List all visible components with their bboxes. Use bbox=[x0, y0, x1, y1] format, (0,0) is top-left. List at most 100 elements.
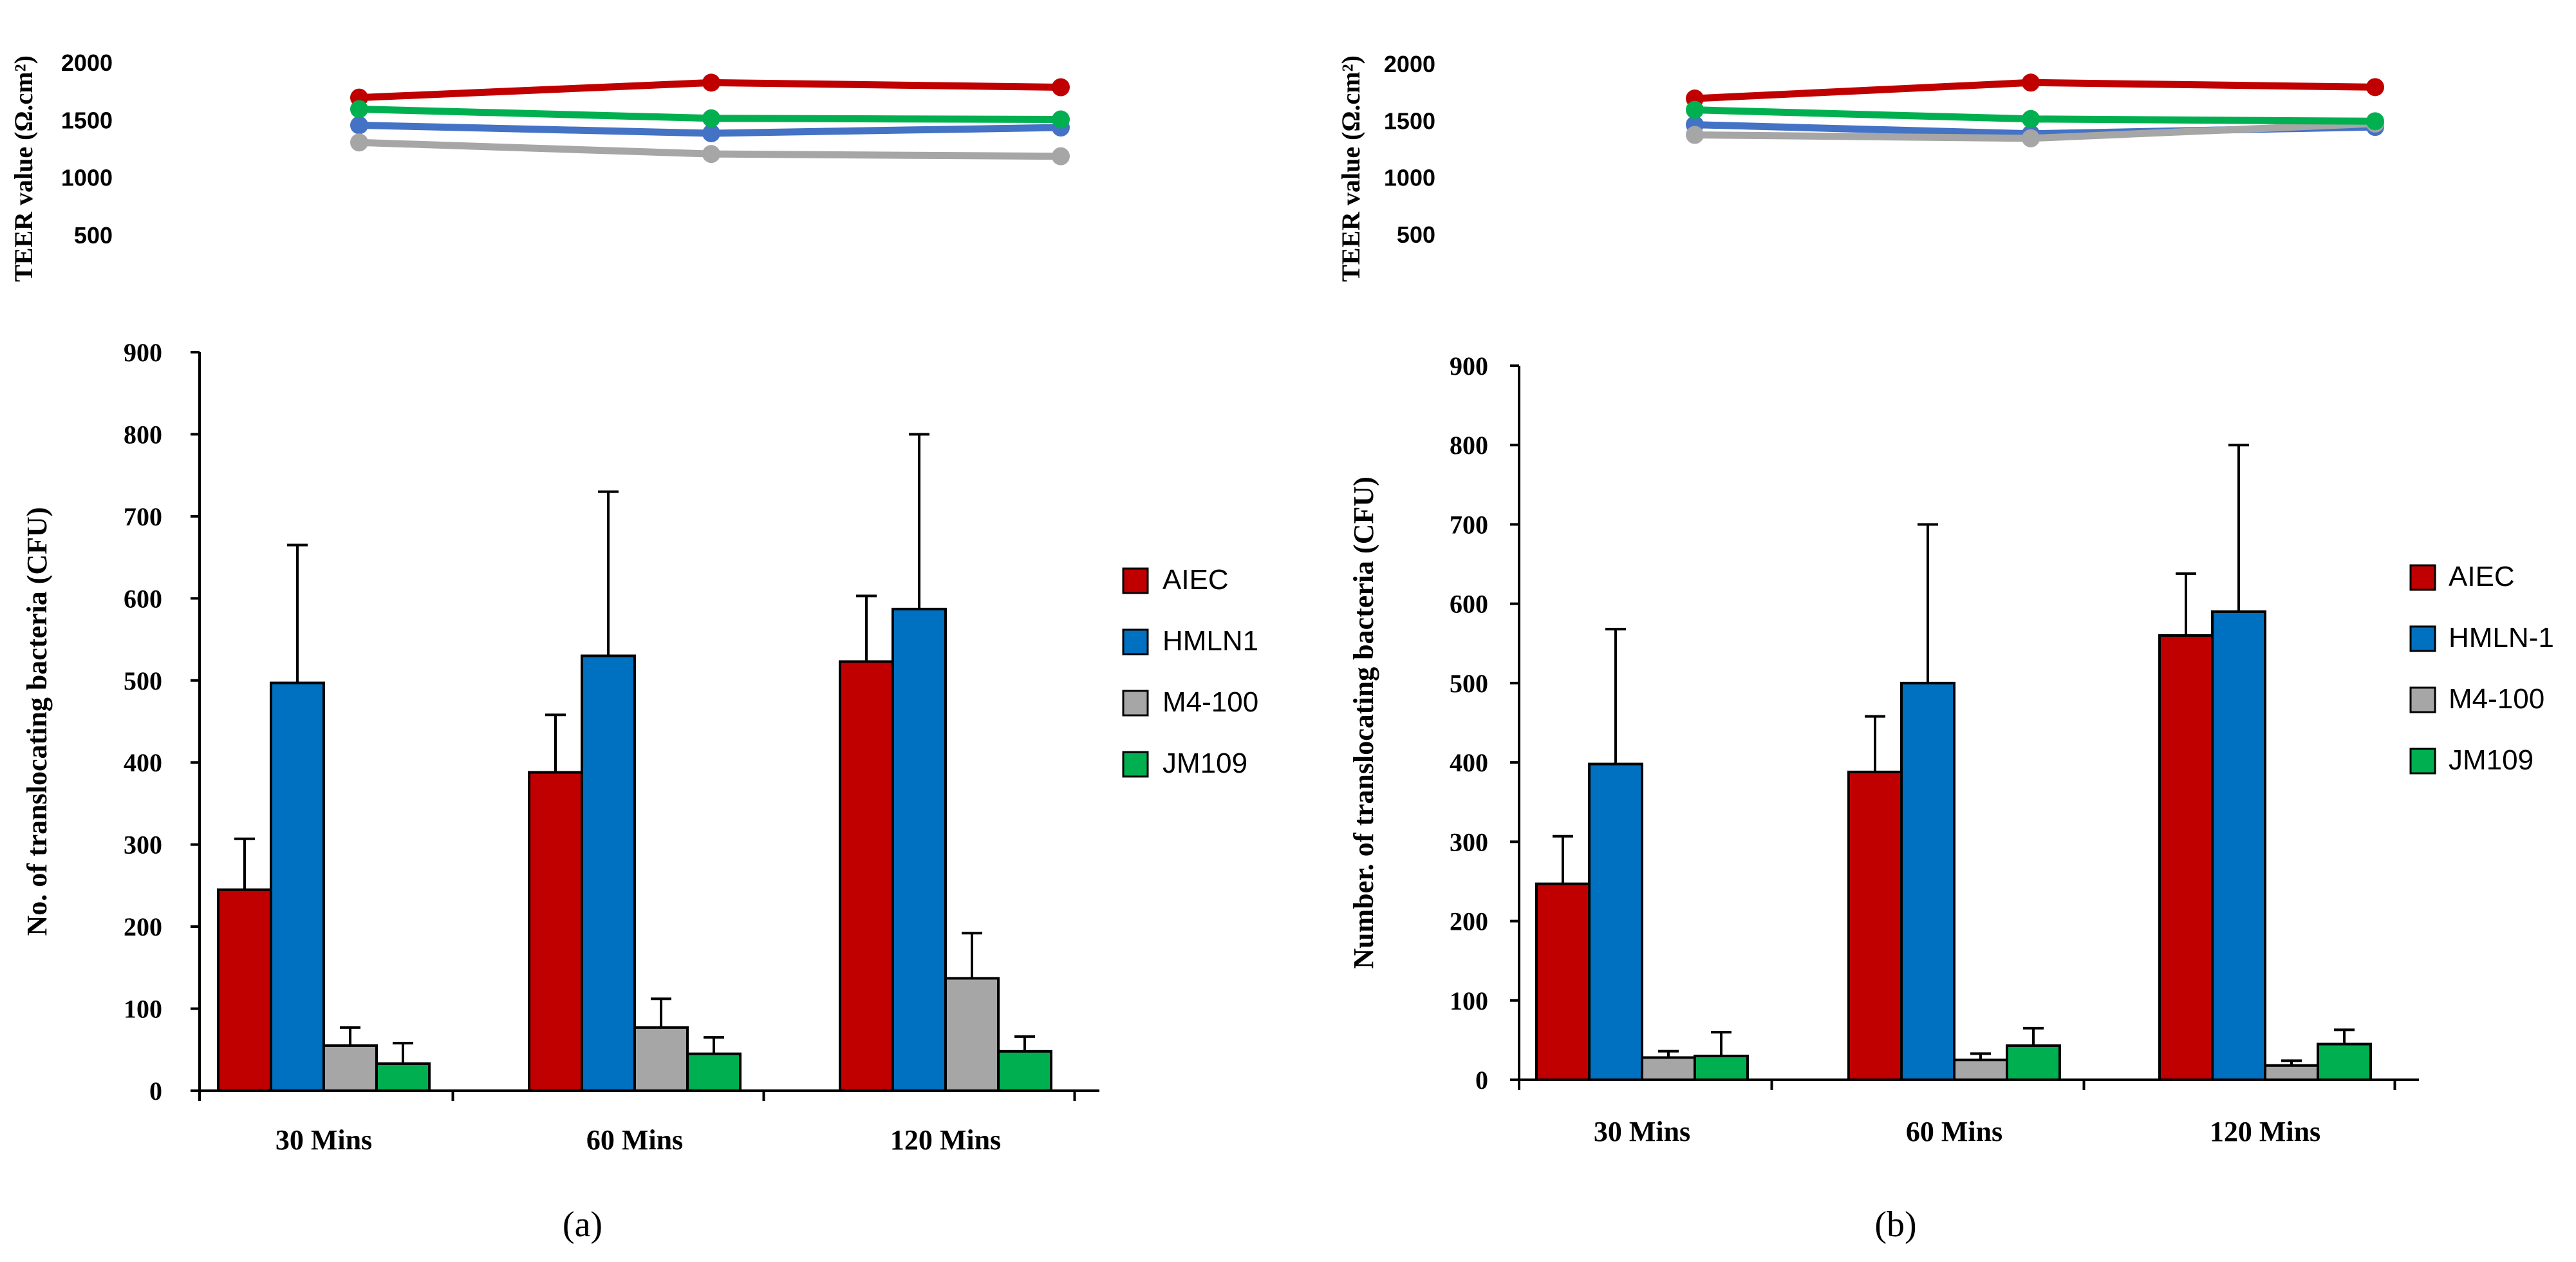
teer-chart: 500 1000 1500 2000 TEER value (Ω.cm²) bbox=[1336, 51, 2384, 282]
x-category-label: 120 Mins bbox=[2210, 1116, 2320, 1147]
y-axis-label: No. of translocating bacteria (CFU) bbox=[21, 507, 53, 936]
teer-chart: 500 1000 1500 2000 TEER value (Ω.cm²) bbox=[9, 50, 1070, 282]
legend: AIEC HMLN1 M4-100 JM109 bbox=[1122, 564, 1258, 779]
bar-m4-100 bbox=[2264, 1064, 2319, 1081]
bar-jm109 bbox=[2317, 1042, 2372, 1082]
panel-a: 500 1000 1500 2000 TEER value (Ω.cm²) 0 100 200… bbox=[9, 50, 1258, 1245]
bar-aiec bbox=[2158, 634, 2214, 1081]
bar-hmln1 bbox=[581, 654, 636, 1092]
teer-point bbox=[1052, 110, 1070, 129]
teer-point bbox=[1686, 100, 1704, 119]
teer-point bbox=[702, 73, 720, 92]
teer-point bbox=[2366, 112, 2384, 131]
legend-label-hmln-1: HMLN-1 bbox=[2449, 622, 2554, 654]
bar-jm109 bbox=[997, 1050, 1052, 1092]
teer-tick-label: 2000 bbox=[1384, 51, 1435, 77]
panel-caption: (b) bbox=[1874, 1205, 1916, 1245]
y-tick-label: 900 bbox=[124, 338, 162, 367]
y-tick-label: 200 bbox=[124, 912, 162, 941]
y-tick-label: 400 bbox=[124, 748, 162, 777]
teer-point bbox=[702, 145, 720, 164]
legend-label-hmln1: HMLN1 bbox=[1162, 625, 1258, 657]
y-tick-label: 300 bbox=[1450, 827, 1488, 856]
legend-swatch-jm109 bbox=[1122, 751, 1149, 778]
x-category-label: 30 Mins bbox=[275, 1124, 372, 1156]
panel-caption: (a) bbox=[563, 1205, 602, 1245]
legend-label-jm109: JM109 bbox=[2449, 744, 2534, 776]
y-tick-label: 0 bbox=[149, 1077, 162, 1106]
bar-hmln1 bbox=[891, 607, 947, 1092]
legend-label-aiec: AIEC bbox=[2449, 561, 2515, 592]
legend-swatch-aiec bbox=[2409, 564, 2436, 591]
x-category-label: 60 Mins bbox=[1906, 1116, 2002, 1147]
legend-swatch-hmln1 bbox=[1122, 628, 1149, 655]
teer-point bbox=[350, 133, 368, 152]
bar-m4-100 bbox=[944, 977, 1000, 1093]
x-category-label: 60 Mins bbox=[586, 1124, 683, 1156]
legend-swatch-jm109 bbox=[2409, 748, 2436, 775]
bar-m4-100 bbox=[1641, 1056, 1696, 1082]
y-tick-label: 100 bbox=[124, 995, 162, 1024]
bar-hmln-1 bbox=[1588, 762, 1643, 1081]
y-axis-label: Number. of translocating bacteria (CFU) bbox=[1348, 476, 1379, 969]
legend-label-aiec: AIEC bbox=[1162, 564, 1229, 596]
legend-swatch-m4-100 bbox=[1122, 690, 1149, 717]
bar-jm109 bbox=[2006, 1044, 2061, 1081]
bar-m4-100 bbox=[1953, 1059, 2008, 1082]
teer-point bbox=[1686, 126, 1704, 144]
teer-tick-label: 1000 bbox=[1384, 165, 1435, 191]
teer-point bbox=[702, 109, 720, 127]
bar-aiec bbox=[1535, 882, 1591, 1081]
teer-tick-label: 500 bbox=[1397, 221, 1435, 248]
bar-aiec bbox=[217, 888, 272, 1092]
bar-jm109 bbox=[686, 1052, 742, 1093]
y-tick-label: 300 bbox=[124, 831, 162, 860]
teer-tick-label: 1500 bbox=[61, 107, 113, 133]
bar-jm109 bbox=[375, 1062, 431, 1093]
y-tick-label: 100 bbox=[1450, 986, 1488, 1015]
y-tick-label: 0 bbox=[1475, 1066, 1488, 1095]
y-tick-label: 500 bbox=[1450, 669, 1488, 698]
y-tick-label: 600 bbox=[1450, 590, 1488, 619]
bar-aiec bbox=[1847, 770, 1903, 1082]
y-tick-label: 800 bbox=[124, 420, 162, 449]
teer-point bbox=[1052, 78, 1070, 97]
y-tick-label: 900 bbox=[1450, 352, 1488, 381]
teer-point bbox=[2022, 109, 2040, 128]
bar-m4-100 bbox=[633, 1026, 689, 1093]
bar-jm109 bbox=[1694, 1055, 1749, 1081]
y-tick-label: 700 bbox=[1450, 510, 1488, 539]
bar-aiec bbox=[839, 660, 894, 1092]
legend: AIEC HMLN-1 M4-100 JM109 bbox=[2409, 561, 2554, 776]
legend-label-m4-100: M4-100 bbox=[2449, 683, 2544, 715]
bar-aiec bbox=[528, 771, 583, 1092]
teer-point bbox=[2022, 73, 2040, 92]
y-tick-label: 500 bbox=[124, 666, 162, 695]
panel-b: 500 1000 1500 2000 TEER value (Ω.cm²) 0 100 200… bbox=[1336, 51, 2554, 1245]
y-tick-label: 800 bbox=[1450, 431, 1488, 460]
legend-label-m4-100: M4-100 bbox=[1162, 686, 1258, 718]
y-tick-label: 400 bbox=[1450, 748, 1488, 777]
legend-swatch-aiec bbox=[1122, 567, 1149, 594]
teer-tick-label: 500 bbox=[74, 222, 113, 249]
teer-point bbox=[1052, 147, 1070, 165]
legend-swatch-hmln-1 bbox=[2409, 625, 2436, 652]
bar-hmln1 bbox=[270, 681, 325, 1092]
teer-point bbox=[2366, 78, 2384, 97]
x-category-label: 30 Mins bbox=[1594, 1116, 1690, 1147]
teer-point bbox=[702, 124, 720, 142]
y-tick-label: 700 bbox=[124, 502, 162, 531]
bars: 30 Mins 60 Mins 120 Mins bbox=[217, 433, 1052, 1156]
y-tick-label: 600 bbox=[124, 584, 162, 613]
legend-label-jm109: JM109 bbox=[1162, 748, 1247, 779]
teer-tick-label: 1000 bbox=[61, 165, 113, 191]
bars: 30 Mins 60 Mins 120 Mins bbox=[1535, 444, 2372, 1147]
legend-swatch-m4-100 bbox=[2409, 686, 2436, 713]
y-tick-label: 200 bbox=[1450, 907, 1488, 936]
teer-tick-label: 2000 bbox=[61, 50, 113, 76]
teer-tick-label: 1500 bbox=[1384, 108, 1435, 134]
bar-hmln-1 bbox=[2211, 610, 2266, 1081]
x-category-label: 120 Mins bbox=[890, 1124, 1001, 1156]
teer-y-axis-label: TEER value (Ω.cm²) bbox=[9, 55, 38, 282]
